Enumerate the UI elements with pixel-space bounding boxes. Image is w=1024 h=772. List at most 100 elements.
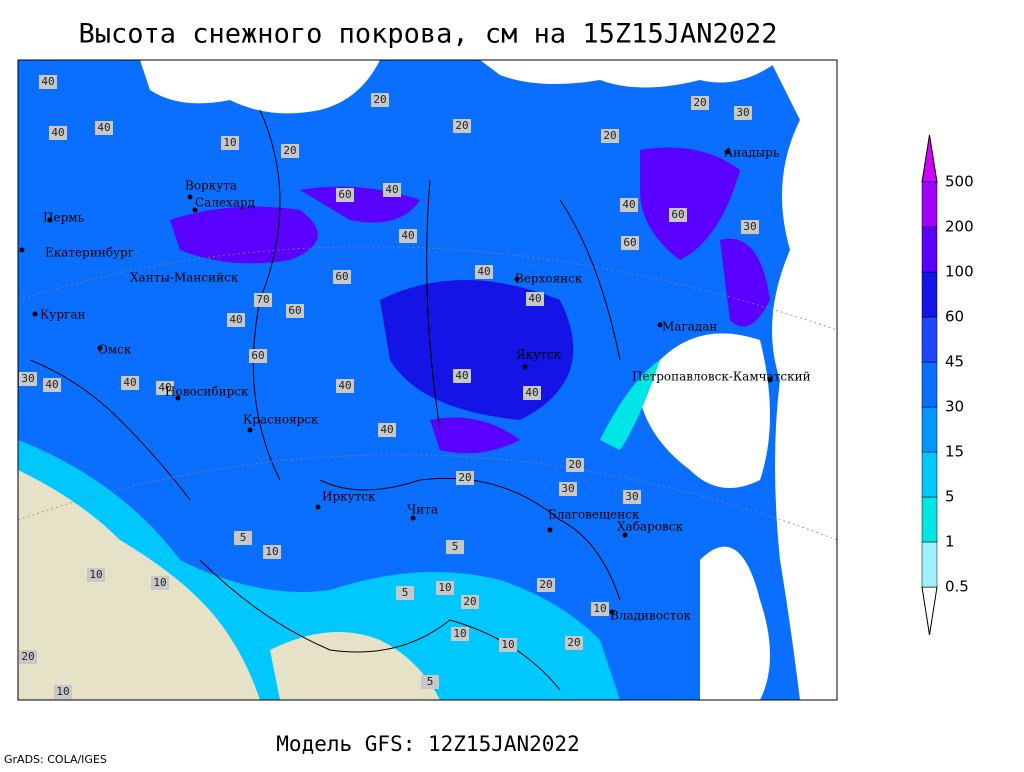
legend-level: 500 <box>945 173 974 191</box>
city-dot <box>657 322 663 328</box>
contour-label-box <box>523 386 541 400</box>
contour-label-box <box>453 119 471 133</box>
contour-label: 40 <box>338 379 351 392</box>
bare-land <box>18 470 260 700</box>
contour-label: 30 <box>625 490 638 503</box>
contour-label: 40 <box>380 423 393 436</box>
contour-label-box <box>39 75 57 89</box>
contour-label-box <box>499 638 517 652</box>
city-label: Благовещенск <box>548 508 640 522</box>
legend-level: 30 <box>945 398 964 416</box>
contour-label: 40 <box>622 198 635 211</box>
contour-label-box <box>95 121 113 135</box>
city-dot <box>187 194 193 200</box>
contour-label-box <box>475 265 493 279</box>
city-dot <box>514 276 520 282</box>
contour-label-box <box>221 136 239 150</box>
contour-label: 20 <box>458 471 471 484</box>
contour-label: 30 <box>736 106 749 119</box>
city-dot <box>175 395 181 401</box>
city-label: Иркутск <box>322 490 376 504</box>
deep-snow <box>170 206 318 264</box>
contour-label-box <box>456 471 474 485</box>
contour-label-box <box>461 595 479 609</box>
legend-bottom-arrow <box>921 586 938 636</box>
contour-label: 40 <box>401 229 414 242</box>
title: Высота снежного покрова, см на 15Z15JAN2… <box>79 19 778 50</box>
contour-label-box <box>54 685 72 699</box>
legend-band <box>921 271 938 318</box>
city-dot <box>410 515 416 521</box>
contour-label-box <box>249 349 267 363</box>
contour-label: 20 <box>373 93 386 106</box>
city-dot <box>767 377 773 383</box>
contour-label-box <box>734 106 752 120</box>
legend-band <box>921 316 938 363</box>
contour-label: 20 <box>603 129 616 142</box>
contour-label: 5 <box>452 540 459 553</box>
city-label: Чита <box>407 503 438 517</box>
contour-label: 70 <box>256 293 269 306</box>
contour-label: 30 <box>561 482 574 495</box>
contour-label: 10 <box>223 136 236 149</box>
contour-label-box <box>333 270 351 284</box>
contour-label: 40 <box>528 292 541 305</box>
contour-label: 40 <box>229 313 242 326</box>
legend-band <box>921 181 938 228</box>
city-label: Салехард <box>195 196 255 210</box>
contour-label-box <box>421 675 439 689</box>
city-label: Магадан <box>662 320 717 334</box>
contour-label-box <box>156 381 174 395</box>
contour-label: 20 <box>539 578 552 591</box>
city-label: Якутск <box>516 348 562 362</box>
contour-label-box <box>620 198 638 212</box>
contour-label-box <box>691 96 709 110</box>
contour-label: 60 <box>623 236 636 249</box>
contour-label: 10 <box>593 602 606 615</box>
city-label: Анадырь <box>724 146 780 160</box>
contour-label: 60 <box>251 349 264 362</box>
contour-label-box <box>281 144 299 158</box>
contour-label-box <box>399 229 417 243</box>
contour-label: 40 <box>123 376 136 389</box>
ocean <box>140 60 380 114</box>
legend-level: 45 <box>945 353 964 371</box>
contour-label: 20 <box>21 650 34 663</box>
contour-label-box <box>741 220 759 234</box>
city-dot <box>32 311 38 317</box>
contour-label: 40 <box>97 121 110 134</box>
contour-label-box <box>49 126 67 140</box>
contour-label: 30 <box>743 220 756 233</box>
city-label: Ханты-Мансийск <box>130 271 239 285</box>
legend-band <box>921 226 938 273</box>
contour-label: 20 <box>567 636 580 649</box>
legend-level: 100 <box>945 263 974 281</box>
city-dot <box>609 609 615 615</box>
map-frame <box>17 59 838 701</box>
legend-top-arrow <box>921 134 938 183</box>
contour-label-box <box>436 581 454 595</box>
contour-label-box <box>151 576 169 590</box>
city-label: Екатеринбург <box>45 246 134 260</box>
contour-label: 5 <box>427 675 434 688</box>
contour-label-box <box>371 93 389 107</box>
contour-label: 40 <box>385 183 398 196</box>
contour-label: 5 <box>240 531 247 544</box>
contour-label-box <box>19 650 37 664</box>
contour-label-box <box>254 293 272 307</box>
city-label: Новосибирск <box>165 385 249 399</box>
city-dot <box>724 149 730 155</box>
city-dot <box>315 504 321 510</box>
city-label: Хабаровск <box>617 520 683 534</box>
contour-label: 60 <box>338 188 351 201</box>
legend-band <box>921 451 938 498</box>
city-label: Пермь <box>43 211 85 225</box>
contour-label-box <box>336 188 354 202</box>
legend-band <box>921 361 938 408</box>
contour-label: 10 <box>56 685 69 698</box>
contour-label-box <box>526 292 544 306</box>
contour-label-box <box>591 602 609 616</box>
contour-label-box <box>19 372 37 386</box>
credit: GrADS: COLA/IGES <box>4 753 107 766</box>
contour-label: 20 <box>568 458 581 471</box>
